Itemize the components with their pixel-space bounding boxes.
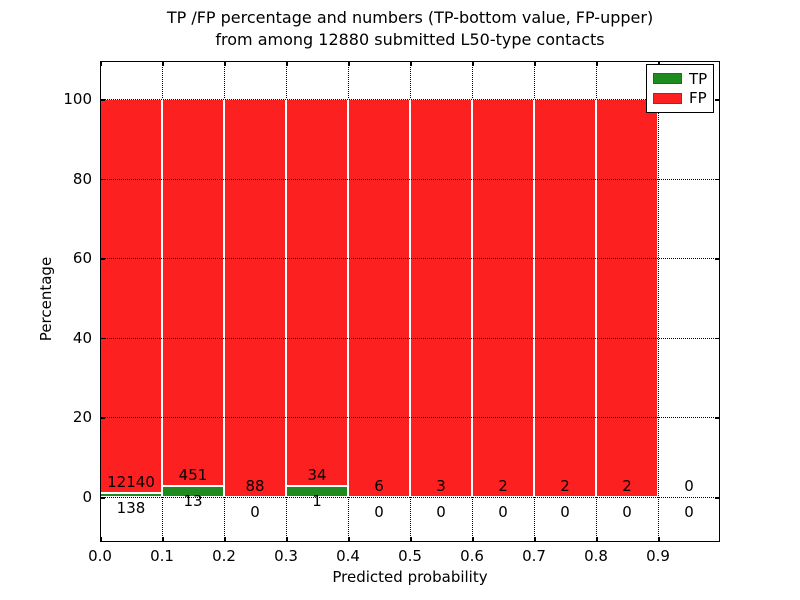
y-tick-label: 60 — [72, 249, 92, 268]
tp-count-label: 1 — [312, 491, 322, 510]
fp-bar — [224, 99, 286, 497]
x-tick-label: 0.6 — [460, 547, 484, 565]
x-tick-mark — [410, 61, 412, 66]
tp-bar — [286, 485, 348, 497]
fp-count-label: 12140 — [107, 472, 155, 491]
x-tick-mark — [472, 537, 474, 542]
chart-title: TP /FP percentage and numbers (TP-bottom… — [100, 7, 720, 51]
fp-bar — [348, 99, 410, 497]
y-tick-label: 40 — [72, 328, 92, 347]
x-tick-label: 0.8 — [584, 547, 608, 565]
legend-item-label: FP — [689, 89, 707, 108]
x-tick-label: 0.7 — [522, 547, 546, 565]
tp-count-label: 0 — [436, 503, 446, 521]
x-tick-mark — [534, 61, 536, 66]
fp-bar — [162, 99, 224, 486]
chart-title-line1: TP /FP percentage and numbers (TP-bottom… — [166, 8, 654, 27]
tp-bar — [162, 485, 224, 497]
y-tick-mark — [715, 417, 720, 419]
x-tick-label: 0.2 — [212, 547, 236, 565]
fp-bar — [596, 99, 658, 497]
fp-bar — [410, 99, 472, 497]
fp-count-label: 0 — [684, 477, 694, 495]
x-tick-label: 0.4 — [336, 547, 360, 565]
x-axis-label: Predicted probability — [332, 568, 488, 586]
x-tick-mark — [100, 61, 102, 66]
fp-count-label: 451 — [178, 465, 208, 484]
horizontal-gridline — [100, 497, 720, 498]
horizontal-gridline — [100, 417, 720, 419]
y-tick-label: 100 — [63, 90, 92, 108]
fp-count-label: 6 — [374, 477, 384, 495]
x-tick-label: 0.0 — [88, 547, 112, 565]
x-tick-label: 0.5 — [398, 547, 422, 565]
y-tick-mark — [715, 497, 720, 499]
legend: TP FP — [646, 64, 714, 113]
fp-swatch-icon — [653, 92, 682, 104]
horizontal-gridline — [100, 99, 720, 100]
x-tick-mark — [100, 537, 102, 542]
x-tick-mark — [472, 61, 474, 66]
y-tick-label: 80 — [72, 169, 92, 188]
tp-swatch-icon — [653, 73, 682, 85]
fp-bar — [100, 99, 162, 493]
fp-count-label: 3 — [436, 477, 446, 495]
x-tick-mark — [596, 537, 598, 542]
y-tick-mark — [100, 258, 105, 260]
x-tick-mark — [286, 61, 288, 66]
fp-count-label: 34 — [307, 465, 327, 484]
y-tick-mark — [715, 337, 720, 340]
tp-count-label: 0 — [622, 503, 632, 521]
x-tick-mark — [348, 61, 350, 66]
tp-count-label: 0 — [684, 503, 694, 521]
tp-count-label: 0 — [560, 503, 570, 521]
y-tick-mark — [715, 99, 720, 101]
x-tick-mark — [658, 537, 660, 542]
y-tick-label: 0 — [82, 488, 92, 506]
fp-bar — [286, 99, 348, 486]
legend-item: FP — [647, 90, 713, 106]
fp-count-label: 2 — [622, 477, 632, 495]
y-tick-mark — [100, 497, 105, 499]
tp-count-label: 0 — [374, 503, 384, 521]
y-tick-mark — [100, 178, 105, 181]
tp-count-label: 0 — [498, 503, 508, 521]
fp-count-label: 88 — [245, 477, 265, 495]
y-tick-mark — [100, 417, 105, 419]
y-tick-mark — [715, 178, 720, 181]
fp-bar — [472, 99, 534, 497]
horizontal-gridline — [100, 178, 720, 180]
fp-bar — [534, 99, 596, 497]
legend-item-label: TP — [689, 69, 708, 88]
x-tick-mark — [286, 537, 288, 542]
tp-count-label: 0 — [250, 503, 260, 521]
legend-item: TP — [647, 71, 713, 87]
x-tick-label: 0.3 — [274, 547, 298, 565]
y-tick-mark — [100, 99, 105, 101]
tp-count-label: 138 — [116, 498, 146, 517]
x-tick-mark — [596, 61, 598, 66]
fp-count-label: 2 — [560, 477, 570, 495]
horizontal-gridline — [100, 337, 720, 339]
y-tick-mark — [100, 337, 105, 340]
x-tick-mark — [224, 537, 226, 542]
x-tick-mark — [534, 537, 536, 542]
x-tick-mark — [224, 61, 226, 66]
x-tick-mark — [410, 537, 412, 542]
x-tick-label: 0.1 — [150, 547, 174, 565]
x-tick-mark — [348, 537, 350, 542]
horizontal-gridline — [100, 258, 720, 260]
x-tick-label: 0.9 — [646, 547, 670, 565]
y-tick-label: 20 — [72, 408, 92, 427]
vertical-gridline — [658, 61, 659, 542]
x-tick-mark — [162, 61, 164, 66]
x-tick-mark — [162, 537, 164, 542]
chart-title-line2: from among 12880 submitted L50-type cont… — [215, 30, 605, 49]
fp-count-label: 2 — [498, 477, 508, 495]
tp-count-label: 13 — [183, 491, 203, 510]
plot-area: 12140 138 451 13 88 0 34 1 6 0 3 0 2 0 2 0 2 0 0 0 — [100, 61, 720, 542]
y-tick-mark — [715, 258, 720, 260]
x-tick-mark — [658, 61, 660, 66]
